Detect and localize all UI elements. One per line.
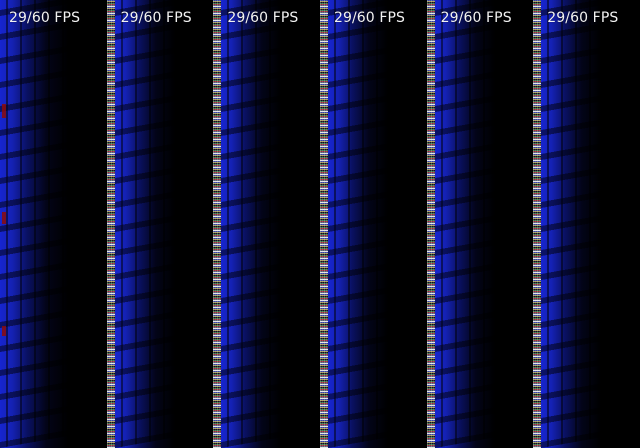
- blue-gradient-field: [541, 0, 602, 448]
- red-artifact: [2, 104, 6, 118]
- noise-column: [319, 0, 328, 448]
- render-panel-4: 29/60 FPS: [319, 0, 427, 448]
- blue-gradient-field: [327, 0, 388, 448]
- fps-counter: 29/60 FPS: [333, 10, 406, 26]
- stripe-pattern: [541, 0, 602, 448]
- fps-counter: 29/60 FPS: [227, 10, 299, 26]
- stripe-pattern: [327, 0, 388, 448]
- noise-column: [106, 0, 115, 448]
- red-artifact: [2, 212, 6, 224]
- stripe-pattern: [114, 0, 175, 448]
- blue-gradient-field: [114, 0, 175, 448]
- fps-counter: 29/60 FPS: [120, 10, 192, 26]
- blue-gradient-field: [434, 0, 495, 448]
- render-panel-3: 29/60 FPS: [213, 0, 320, 448]
- fps-counter: 29/60 FPS: [440, 10, 512, 26]
- blue-gradient-field: [221, 0, 282, 448]
- render-panel-5: 29/60 FPS: [426, 0, 534, 448]
- noise-column: [426, 0, 435, 448]
- render-panel-1: 29/60 FPS: [0, 0, 107, 448]
- noise-column: [533, 0, 542, 448]
- stripe-pattern: [221, 0, 282, 448]
- red-artifact: [2, 326, 6, 336]
- render-panel-6: 29/60 FPS: [533, 0, 640, 448]
- noise-column: [213, 0, 222, 448]
- render-panel-2: 29/60 FPS: [106, 0, 214, 448]
- fps-counter: 29/60 FPS: [9, 10, 81, 26]
- stripe-pattern: [434, 0, 495, 448]
- fps-counter: 29/60 FPS: [547, 10, 619, 26]
- stripe-pattern: [0, 0, 68, 448]
- blue-gradient-field: [0, 0, 68, 448]
